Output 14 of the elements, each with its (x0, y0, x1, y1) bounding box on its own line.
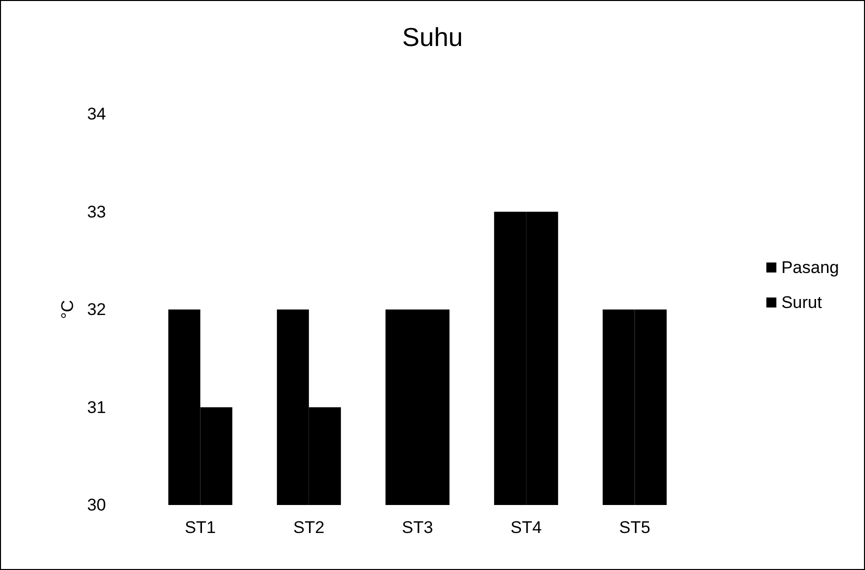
y-tick-label: 34 (87, 104, 106, 124)
y-tick-label: 33 (87, 202, 106, 222)
x-tick-label: ST2 (293, 518, 324, 537)
y-tick-label: 31 (87, 398, 106, 417)
x-tick-label: ST3 (402, 518, 434, 537)
x-tick-label: ST4 (510, 518, 542, 537)
y-axis-title: °C (58, 300, 78, 320)
legend-label: Pasang (781, 258, 840, 277)
x-tick-label: ST5 (619, 518, 650, 537)
x-tick-label: ST1 (184, 518, 216, 537)
legend-label: Surut (781, 293, 822, 312)
y-tick-label: 30 (87, 496, 106, 514)
chart-title: Suhu (402, 22, 463, 52)
y-tick-label: 32 (87, 300, 106, 319)
